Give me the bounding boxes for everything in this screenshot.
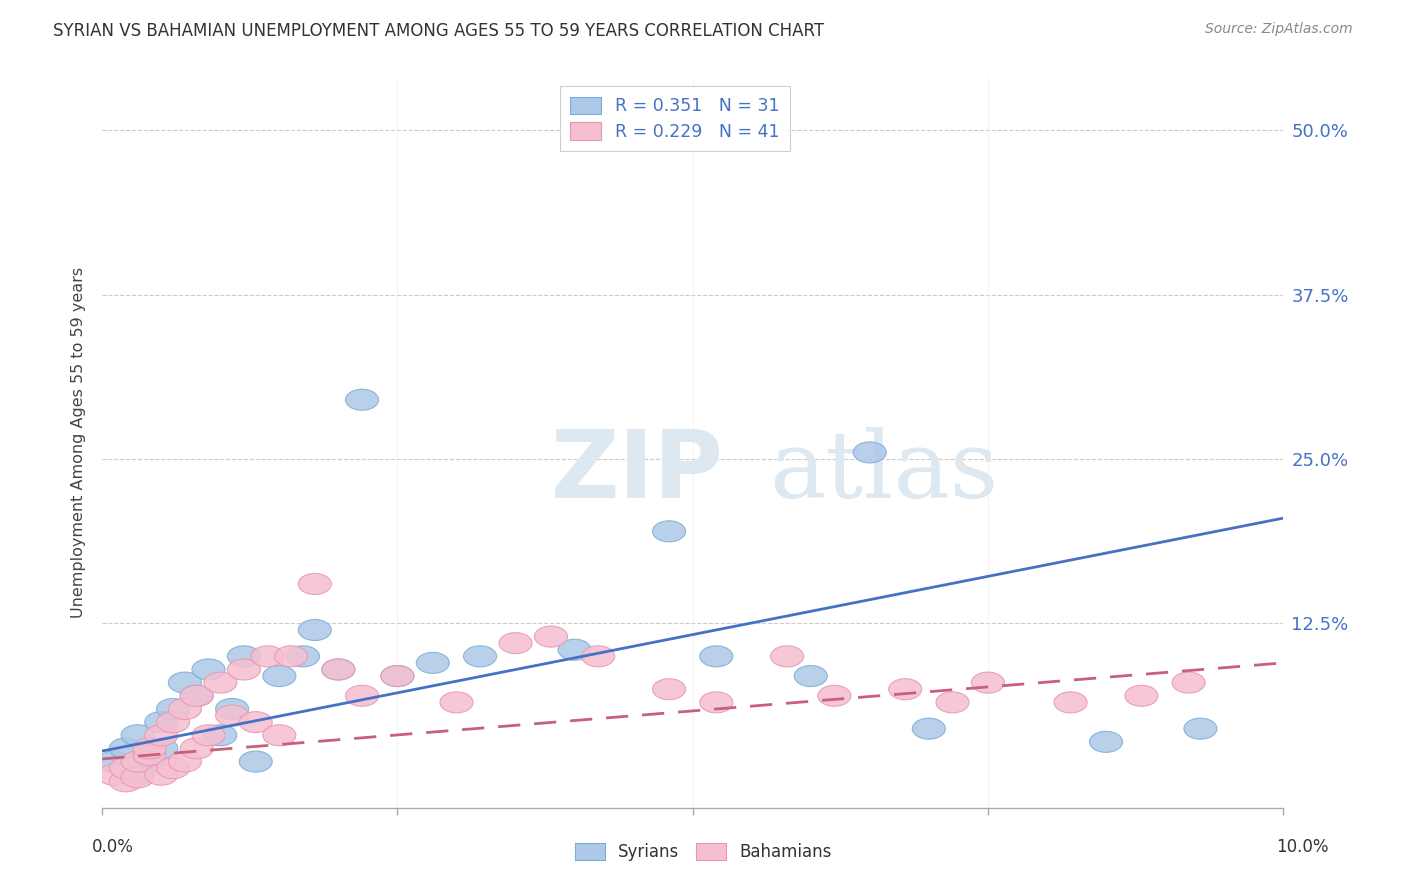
Ellipse shape xyxy=(169,672,201,693)
Ellipse shape xyxy=(298,574,332,594)
Ellipse shape xyxy=(204,672,236,693)
Ellipse shape xyxy=(110,738,142,759)
Ellipse shape xyxy=(346,685,378,706)
Ellipse shape xyxy=(440,692,472,713)
Ellipse shape xyxy=(121,764,155,785)
Ellipse shape xyxy=(215,698,249,720)
Ellipse shape xyxy=(110,757,142,779)
Ellipse shape xyxy=(1054,692,1087,713)
Ellipse shape xyxy=(499,632,531,654)
Ellipse shape xyxy=(180,685,214,706)
Ellipse shape xyxy=(134,745,166,765)
Ellipse shape xyxy=(770,646,804,667)
Ellipse shape xyxy=(1173,672,1205,693)
Ellipse shape xyxy=(121,724,155,746)
Ellipse shape xyxy=(228,646,260,667)
Ellipse shape xyxy=(936,692,969,713)
Ellipse shape xyxy=(298,619,332,640)
Ellipse shape xyxy=(193,724,225,746)
Ellipse shape xyxy=(134,738,166,759)
Text: 10.0%: 10.0% xyxy=(1277,838,1329,855)
Ellipse shape xyxy=(121,751,155,772)
Ellipse shape xyxy=(700,646,733,667)
Ellipse shape xyxy=(193,659,225,680)
Ellipse shape xyxy=(534,626,568,647)
Ellipse shape xyxy=(263,665,295,687)
Ellipse shape xyxy=(582,646,614,667)
Ellipse shape xyxy=(322,659,354,680)
Ellipse shape xyxy=(274,646,308,667)
Ellipse shape xyxy=(1090,731,1122,752)
Text: SYRIAN VS BAHAMIAN UNEMPLOYMENT AMONG AGES 55 TO 59 YEARS CORRELATION CHART: SYRIAN VS BAHAMIAN UNEMPLOYMENT AMONG AG… xyxy=(53,22,824,40)
Ellipse shape xyxy=(381,665,413,687)
Ellipse shape xyxy=(912,718,945,739)
Ellipse shape xyxy=(145,764,177,785)
Ellipse shape xyxy=(145,738,177,759)
Ellipse shape xyxy=(652,679,686,699)
Ellipse shape xyxy=(97,751,131,772)
Ellipse shape xyxy=(263,724,295,746)
Legend: R = 0.351   N = 31, R = 0.229   N = 41: R = 0.351 N = 31, R = 0.229 N = 41 xyxy=(560,87,790,152)
Ellipse shape xyxy=(381,665,413,687)
Ellipse shape xyxy=(156,712,190,732)
Ellipse shape xyxy=(145,712,177,732)
Ellipse shape xyxy=(889,679,922,699)
Ellipse shape xyxy=(558,640,591,660)
Text: 0.0%: 0.0% xyxy=(91,838,134,855)
Ellipse shape xyxy=(416,652,450,673)
Ellipse shape xyxy=(1125,685,1159,706)
Ellipse shape xyxy=(464,646,496,667)
Ellipse shape xyxy=(700,692,733,713)
Ellipse shape xyxy=(134,751,166,772)
Ellipse shape xyxy=(1184,718,1218,739)
Y-axis label: Unemployment Among Ages 55 to 59 years: Unemployment Among Ages 55 to 59 years xyxy=(72,267,86,618)
Ellipse shape xyxy=(156,698,190,720)
Ellipse shape xyxy=(110,771,142,792)
Text: Source: ZipAtlas.com: Source: ZipAtlas.com xyxy=(1205,22,1353,37)
Ellipse shape xyxy=(239,712,273,732)
Ellipse shape xyxy=(180,685,214,706)
Ellipse shape xyxy=(652,521,686,541)
Ellipse shape xyxy=(252,646,284,667)
Ellipse shape xyxy=(818,685,851,706)
Ellipse shape xyxy=(794,665,827,687)
Text: atlas: atlas xyxy=(769,426,998,516)
Ellipse shape xyxy=(204,724,236,746)
Text: ZIP: ZIP xyxy=(551,425,724,517)
Ellipse shape xyxy=(97,764,131,785)
Ellipse shape xyxy=(853,442,886,463)
Ellipse shape xyxy=(156,757,190,779)
Ellipse shape xyxy=(228,659,260,680)
Ellipse shape xyxy=(972,672,1004,693)
Ellipse shape xyxy=(169,698,201,720)
Legend: Syrians, Bahamians: Syrians, Bahamians xyxy=(568,836,838,868)
Ellipse shape xyxy=(180,738,214,759)
Ellipse shape xyxy=(239,751,273,772)
Ellipse shape xyxy=(346,389,378,410)
Ellipse shape xyxy=(287,646,319,667)
Ellipse shape xyxy=(169,751,201,772)
Ellipse shape xyxy=(145,724,177,746)
Ellipse shape xyxy=(322,659,354,680)
Ellipse shape xyxy=(215,705,249,726)
Ellipse shape xyxy=(121,767,155,788)
